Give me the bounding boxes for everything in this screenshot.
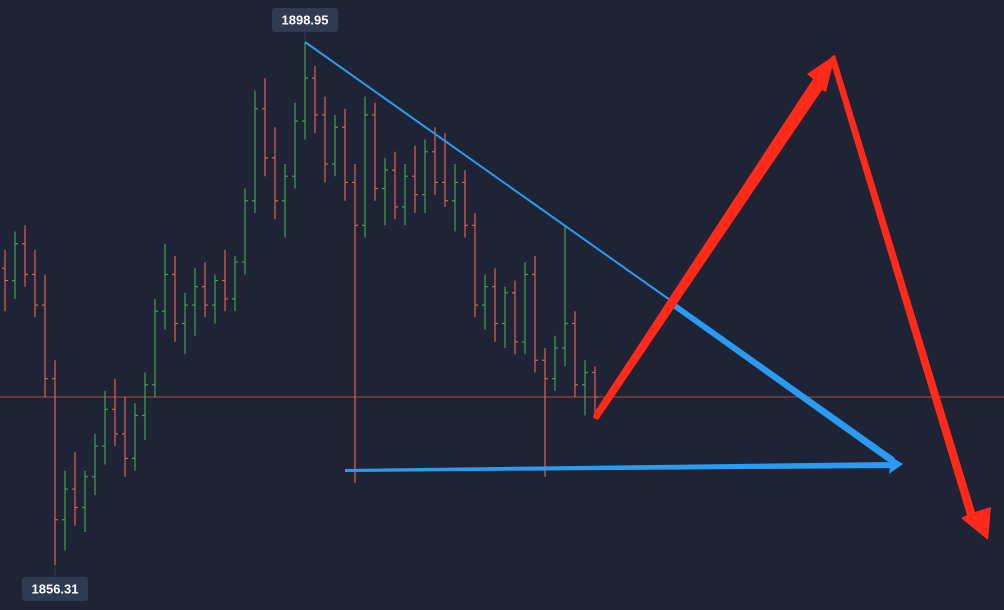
bars [0,41,1004,565]
support-arrow [345,455,903,474]
up-arrow [593,55,835,420]
trend-line [666,299,895,464]
down-arrow [830,55,991,540]
price-label: 1856.31 [32,581,79,596]
trend-line [304,41,671,301]
price-label-box [272,8,338,32]
price-label-box [22,577,88,601]
labels: 1898.95 1856.31 [22,8,338,601]
price-label: 1898.95 [282,12,329,27]
